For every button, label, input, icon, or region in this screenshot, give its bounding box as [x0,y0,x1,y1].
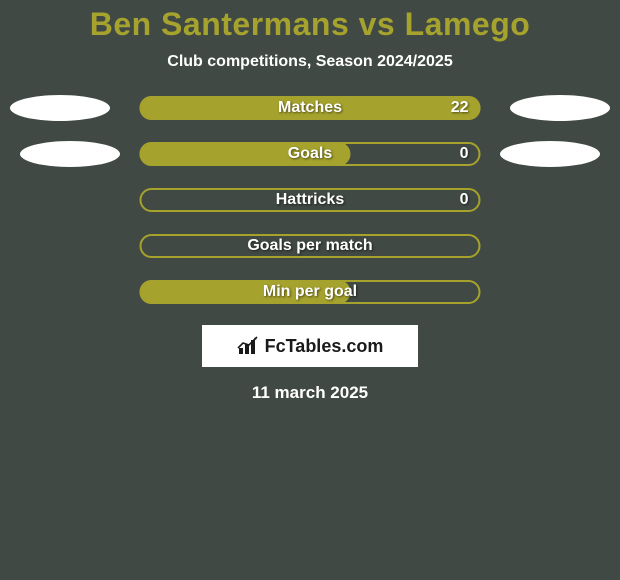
stat-bar-value: 0 [460,142,469,166]
stat-bar-value: 0 [460,188,469,212]
stat-bar-label: Min per goal [140,280,481,304]
stat-bar-label: Goals per match [140,234,481,258]
stat-bar: Hattricks0 [140,188,481,212]
page-subtitle: Club competitions, Season 2024/2025 [0,45,620,85]
side-ellipse-right [500,141,600,167]
side-ellipse-left [20,141,120,167]
page-title: Ben Santermans vs Lamego [0,0,620,45]
stat-bar-value: 22 [451,96,469,120]
stat-rows: Matches22Goals0Hattricks0Goals per match… [0,85,620,315]
stat-row: Goals0 [0,131,620,177]
stat-bar-label: Goals [140,142,481,166]
stat-bar: Matches22 [140,96,481,120]
date-text: 11 march 2025 [0,367,620,403]
branding-text: FcTables.com [265,336,384,357]
stat-row: Min per goal [0,269,620,315]
bar-chart-icon [237,336,261,356]
side-ellipse-right [510,95,610,121]
stat-bar: Goals per match [140,234,481,258]
stat-row: Matches22 [0,85,620,131]
comparison-infographic: Ben Santermans vs Lamego Club competitio… [0,0,620,580]
side-ellipse-left [10,95,110,121]
stat-bar: Min per goal [140,280,481,304]
stat-bar-label: Matches [140,96,481,120]
stat-bar-label: Hattricks [140,188,481,212]
stat-bar: Goals0 [140,142,481,166]
stat-row: Goals per match [0,223,620,269]
stat-row: Hattricks0 [0,177,620,223]
branding-box: FcTables.com [202,325,418,367]
